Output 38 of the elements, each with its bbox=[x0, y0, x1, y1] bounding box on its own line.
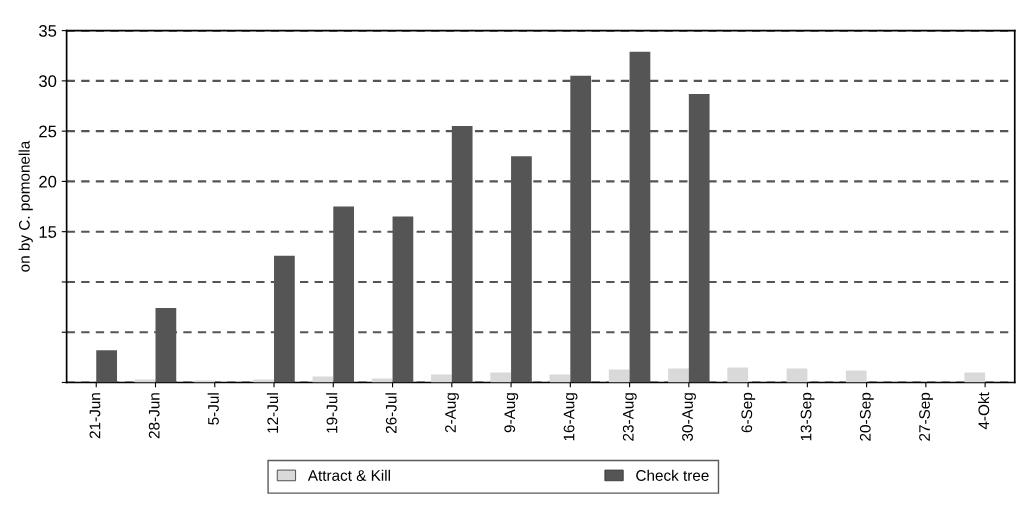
x-tick-label: 5-Jul bbox=[207, 393, 219, 425]
bar bbox=[845, 370, 867, 383]
bar bbox=[964, 372, 986, 383]
bar bbox=[253, 379, 275, 383]
y-tick-label: 20 bbox=[39, 175, 57, 188]
bar bbox=[371, 378, 393, 383]
x-tick-label: 13-Sep bbox=[800, 392, 815, 441]
y-axis-title: on by C. pomonella bbox=[18, 140, 33, 272]
x-tick-label: 12-Jul bbox=[266, 393, 279, 433]
x-tick-label: 26-Jul bbox=[385, 393, 397, 434]
x-tick-label: 4-Okt bbox=[978, 392, 990, 430]
bar bbox=[194, 380, 215, 383]
y-tick-label: 30 bbox=[39, 75, 57, 88]
y-tick-label: 15 bbox=[39, 226, 57, 238]
x-tick-label: 20-Sep bbox=[859, 392, 874, 441]
x-tick-label: 30-Aug bbox=[682, 393, 696, 441]
bar bbox=[727, 367, 749, 383]
bar bbox=[431, 374, 452, 383]
x-tick-label: 16-Aug bbox=[563, 393, 578, 441]
x-tick-label: 21-Jun bbox=[89, 393, 101, 439]
bar bbox=[668, 368, 689, 383]
bar bbox=[490, 372, 512, 383]
x-tick-label: 6-Sep bbox=[741, 392, 756, 433]
bar bbox=[134, 379, 156, 383]
legend-label: Check tree bbox=[636, 469, 709, 481]
bar bbox=[608, 369, 630, 383]
x-tick-label: 28-Jun bbox=[148, 393, 160, 439]
y-tick-label: 35 bbox=[39, 25, 57, 37]
y-tick-label: 25 bbox=[39, 125, 57, 138]
x-tick-label: 19-Jul bbox=[326, 393, 338, 433]
x-tick-label: 27-Sep bbox=[919, 392, 933, 441]
bar bbox=[786, 368, 808, 383]
x-tick-label: 2-Aug bbox=[445, 393, 459, 433]
bar bbox=[549, 374, 571, 383]
bar bbox=[312, 376, 334, 383]
x-tick-label: 23-Aug bbox=[622, 393, 637, 441]
legend-label: Attract & Kill bbox=[307, 469, 390, 481]
x-tick-label: 9-Aug bbox=[504, 393, 519, 433]
